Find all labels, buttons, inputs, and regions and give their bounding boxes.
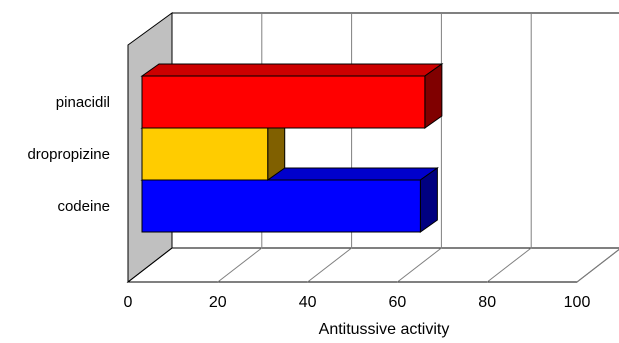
bar-front-dropropizine bbox=[141, 127, 269, 181]
category-label-pinacidil: pinacidil bbox=[56, 94, 110, 111]
x-tick-label-40: 40 bbox=[299, 294, 317, 311]
bars bbox=[140, 63, 444, 233]
x-tick-label-80: 80 bbox=[478, 294, 496, 311]
category-label-codeine: codeine bbox=[57, 198, 110, 215]
x-axis-title: Antitussive activity bbox=[319, 321, 450, 338]
floor-gridline-100 bbox=[576, 248, 619, 283]
floor-gridline-40 bbox=[307, 247, 352, 283]
floor bbox=[126, 247, 619, 283]
bar-pinacidil bbox=[140, 63, 444, 129]
x-tick-label-0: 0 bbox=[124, 294, 133, 311]
category-labels: codeine dropropizine pinacidil bbox=[27, 94, 110, 215]
x-tick-label-100: 100 bbox=[564, 294, 591, 311]
bar-side-pinacidil bbox=[424, 63, 443, 129]
bar-top-pinacidil bbox=[140, 63, 444, 77]
floor-gridline-80 bbox=[486, 247, 532, 283]
x-tick-label-60: 60 bbox=[389, 294, 407, 311]
floor-gridline-60 bbox=[397, 247, 442, 283]
bar-front-pinacidil bbox=[141, 75, 426, 129]
bar-side-codeine bbox=[419, 167, 438, 233]
bar-front-codeine bbox=[141, 179, 421, 233]
x-tick-label-20: 20 bbox=[209, 294, 227, 311]
floor-gridline-20 bbox=[217, 247, 263, 283]
category-label-dropropizine: dropropizine bbox=[27, 146, 110, 163]
x-tick-labels: 0 20 40 60 80 100 bbox=[124, 294, 591, 311]
